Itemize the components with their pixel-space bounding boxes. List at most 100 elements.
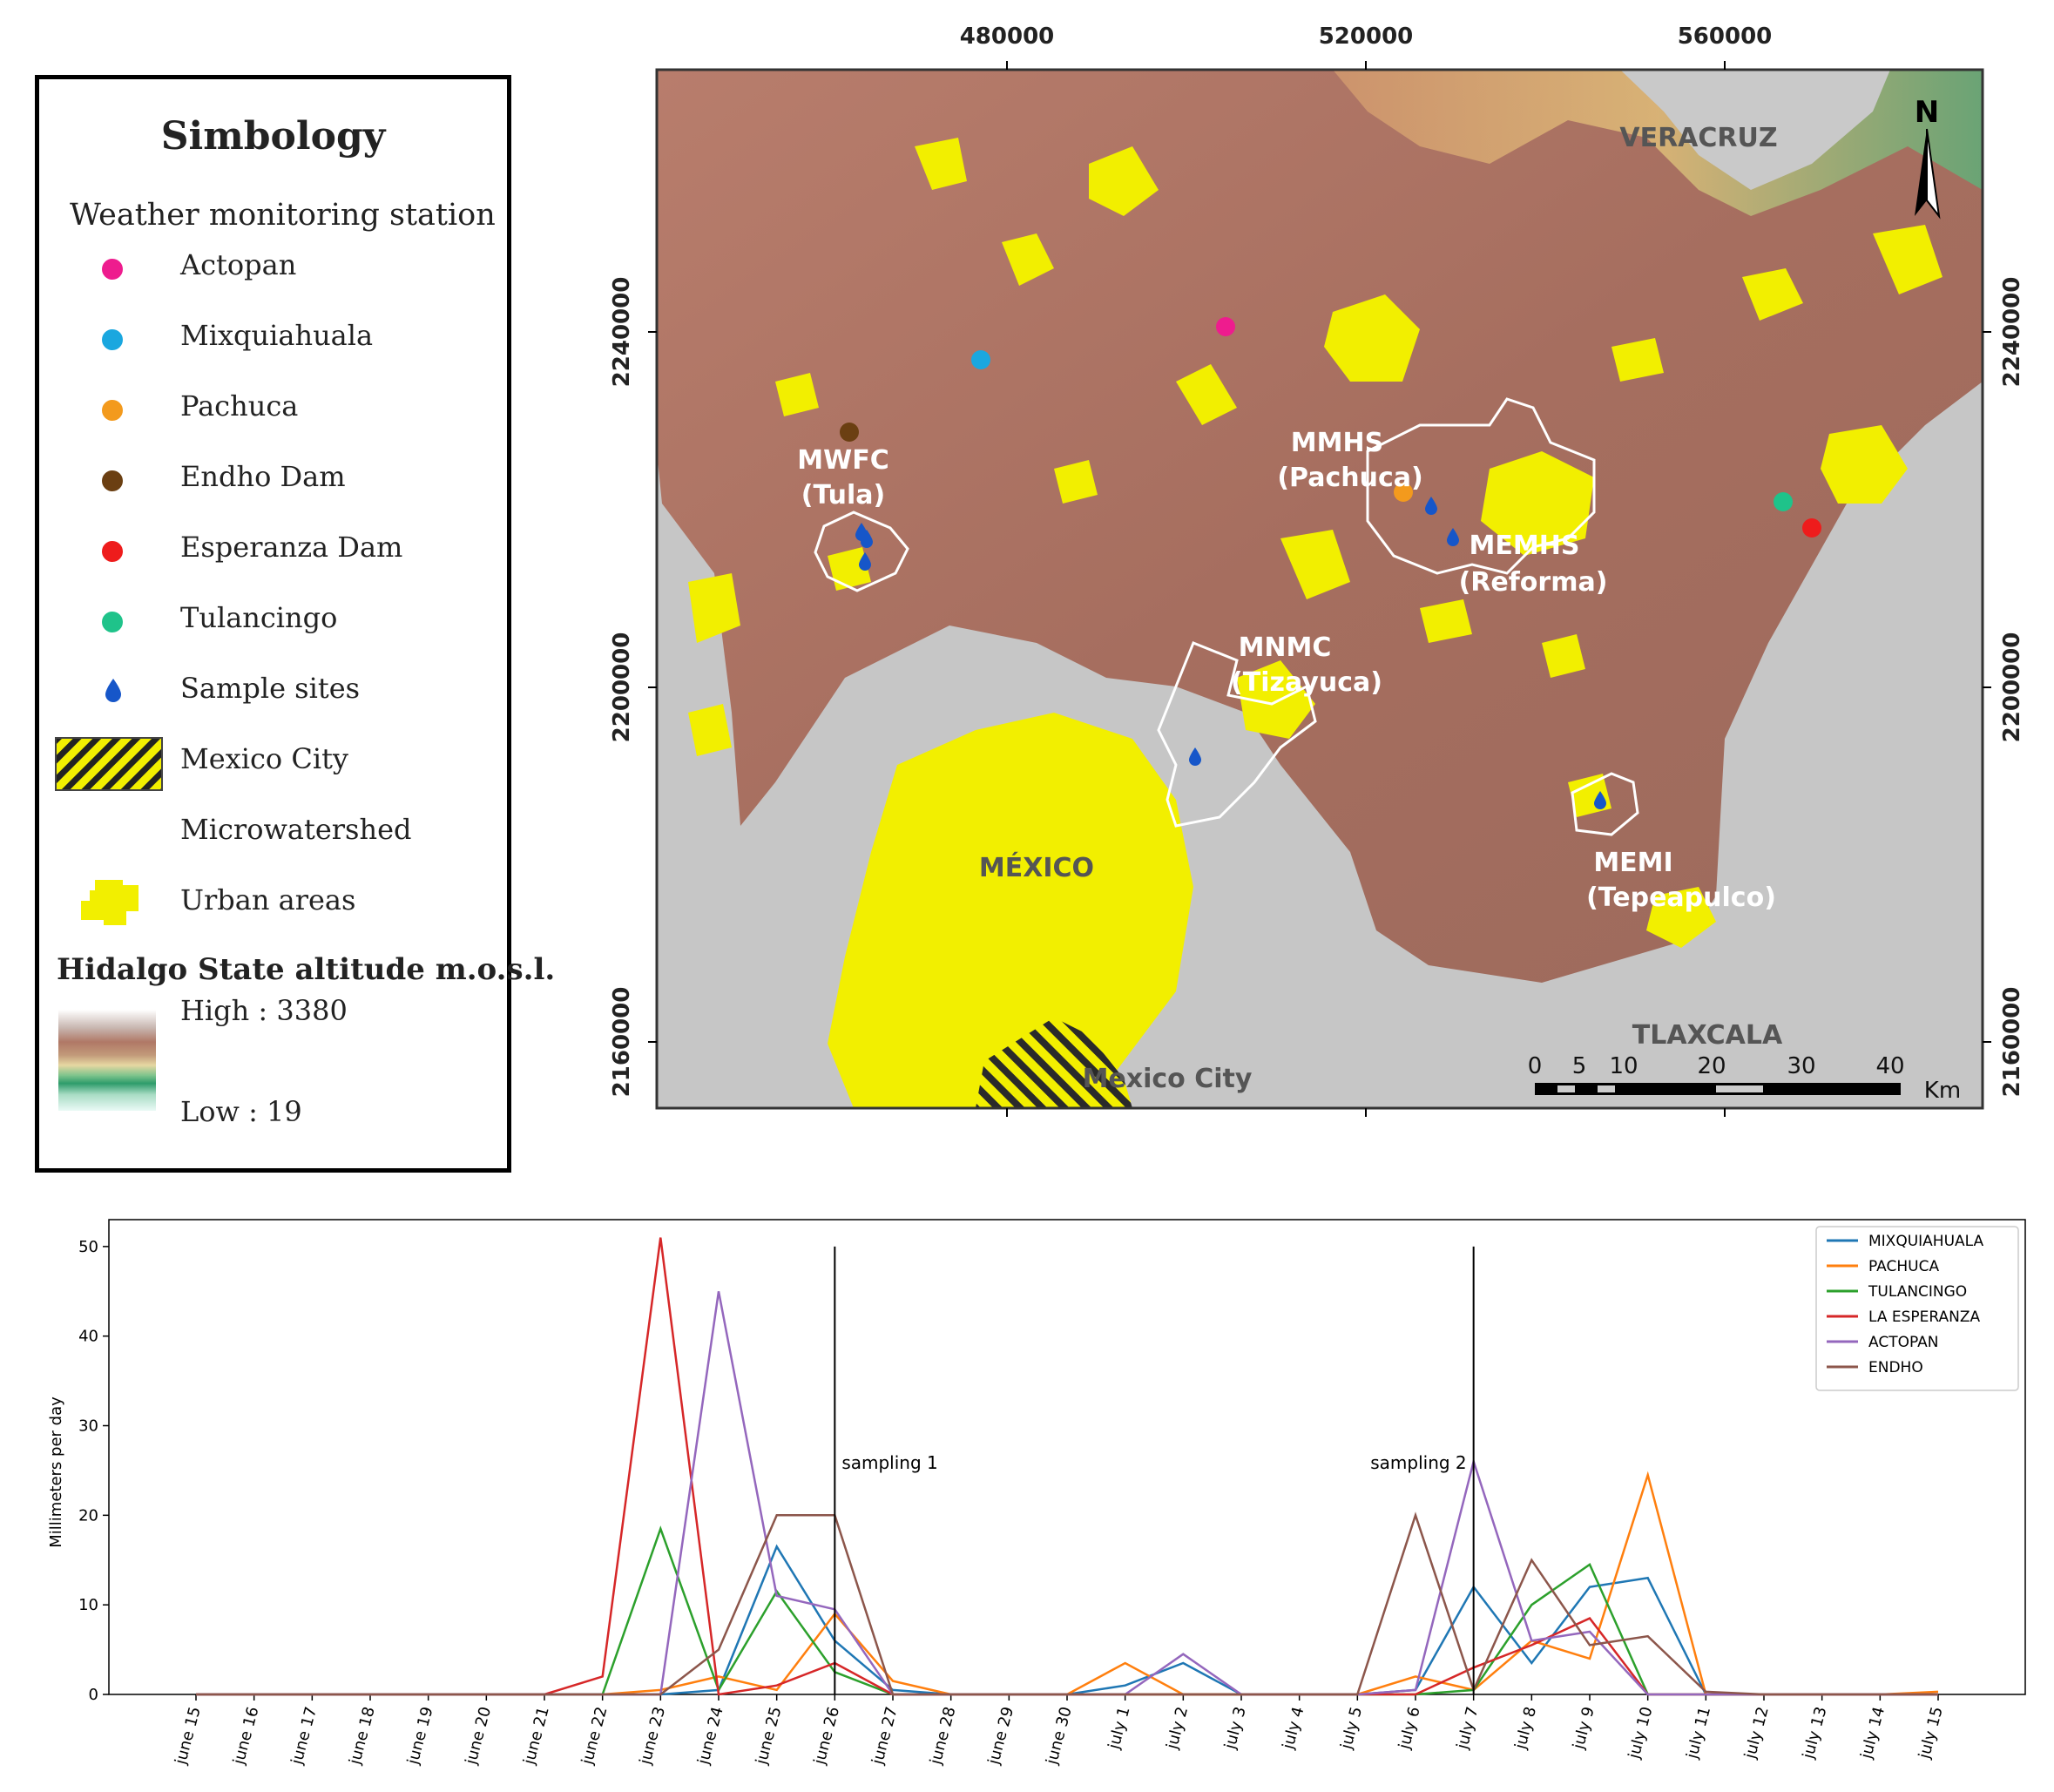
map-frame <box>655 68 1984 1110</box>
watershed-name-pachuca: (Pachuca) <box>1277 463 1422 493</box>
x-tick-label: july 13 <box>1799 1705 1830 1762</box>
legend-entry: PACHUCA <box>1868 1258 1939 1275</box>
y-tick-label: 10 <box>78 1596 98 1614</box>
hidalgo-terrain <box>657 70 1983 983</box>
series-line-endho <box>196 1511 1938 1696</box>
x-tick-label: 520000 <box>1319 24 1414 50</box>
chart-legend <box>1815 1226 2019 1391</box>
veracruz-area <box>1620 70 1890 190</box>
scale-unit: Km <box>1924 1078 1961 1104</box>
x-tick-label: july 1 <box>1105 1705 1133 1752</box>
urban-patch-icon <box>81 880 139 925</box>
watershed-name-tizayuca: (Tizayuca) <box>1231 667 1382 698</box>
precipitation-chart-svg: Millimeters per day 0 10 20 30 40 50 june 15 ju… <box>47 1219 2026 1768</box>
x-tick-label: june 30 <box>1043 1705 1076 1768</box>
legend-label: Endho Dam <box>180 460 346 493</box>
region-label-veracruz: VERACRUZ <box>1619 123 1777 153</box>
hidalgo-map: VERACRUZ MÉXICO TLAXCALA Mexico City MWF… <box>566 16 2047 1139</box>
x-tick-label: june 21 <box>520 1705 553 1768</box>
x-tick-label: july 12 <box>1741 1705 1773 1762</box>
altitude-low-label: Low : 19 <box>180 1095 302 1128</box>
circle-icon <box>102 470 123 491</box>
station-actopan <box>1216 317 1235 336</box>
north-arrow-icon: N <box>1915 95 1941 220</box>
microwatershed-tepeapulco <box>1571 772 1639 836</box>
scale-bar: 0 5 10 20 30 40 Km <box>1528 1053 1961 1104</box>
mexico-city-area <box>976 1018 1132 1108</box>
region-label-mexico: MÉXICO <box>979 852 1094 883</box>
altitude-color-ramp <box>58 1010 156 1111</box>
y-tick-label-right: 2160000 <box>1999 987 2025 1098</box>
droplet-icon <box>1425 497 1437 515</box>
scale-tick: 0 <box>1528 1053 1543 1079</box>
y-tick-label: 30 <box>78 1417 98 1436</box>
x-tick-label: june 20 <box>462 1705 495 1768</box>
x-tick-label: july 4 <box>1279 1705 1307 1752</box>
y-tick-label-left: 2160000 <box>609 987 635 1098</box>
sampling-label: sampling 1 <box>841 1452 937 1473</box>
legend-item-esperanza-dam: Esperanza Dam <box>39 527 507 579</box>
watershed-name-reforma: (Reforma) <box>1459 567 1608 598</box>
microwatershed-tizayuca <box>1157 641 1317 828</box>
legend-label: Mexico City <box>180 742 348 775</box>
legend-title: Simbology <box>160 114 386 159</box>
y-tick-label: 0 <box>89 1686 98 1704</box>
circle-icon <box>102 541 123 562</box>
circle-icon <box>102 329 123 350</box>
y-tick-label-left: 2240000 <box>609 277 635 388</box>
x-tick-label: july 14 <box>1857 1705 1888 1762</box>
circle-icon <box>102 400 123 421</box>
legend-item-tulancingo: Tulancingo <box>39 598 507 650</box>
region-label-mexico-city: Mexico City <box>1083 1064 1253 1094</box>
x-tick-label: july 11 <box>1683 1705 1714 1762</box>
watershed-name-tepeapulco: (Tepeapulco) <box>1586 882 1776 913</box>
watershed-code-mmhs: MMHS <box>1291 428 1383 458</box>
legend-label: Esperanza Dam <box>180 531 403 564</box>
legend-item-mixquiahuala: Mixquiahuala <box>39 315 507 368</box>
watershed-code-memi: MEMI <box>1593 848 1672 878</box>
station-pachuca <box>1394 483 1413 502</box>
x-tick-label: july 15 <box>1915 1705 1947 1762</box>
plot-area <box>108 1219 2026 1695</box>
circle-icon <box>102 259 123 280</box>
y-axis-label: Millimeters per day <box>47 1396 65 1548</box>
legend-label: Urban areas <box>180 883 356 916</box>
legend-label: Tulancingo <box>180 601 338 634</box>
y-tick-label-left: 2200000 <box>609 632 635 743</box>
x-tick-label: june 15 <box>172 1705 205 1768</box>
x-tick-label: july 8 <box>1511 1705 1540 1752</box>
microwatersheds <box>814 397 1639 836</box>
watershed-name-tula: (Tula) <box>801 480 885 511</box>
x-tick-label: june 19 <box>403 1705 436 1768</box>
legend-entry: TULANCINGO <box>1868 1283 1967 1301</box>
station-endho-dam <box>840 423 859 442</box>
legend-entry: LA ESPERANZA <box>1868 1308 1981 1326</box>
x-tick-label: june 29 <box>984 1705 1017 1768</box>
droplet-icon <box>1594 791 1606 809</box>
x-tick-label: july 3 <box>1221 1705 1250 1752</box>
legend-item-actopan: Actopan <box>39 245 507 297</box>
x-tick-label: july 2 <box>1163 1705 1192 1752</box>
x-tick-label: june 24 <box>694 1705 727 1768</box>
x-tick-label: june 16 <box>229 1705 262 1768</box>
y-tick-label: 50 <box>78 1238 98 1256</box>
station-tulancingo <box>1774 492 1793 511</box>
hatched-box-icon <box>55 737 163 791</box>
legend-item-urban-areas: Urban areas <box>39 880 507 932</box>
x-tick-label: july 7 <box>1453 1705 1482 1752</box>
altitude-high-label: High : 3380 <box>180 994 348 1027</box>
station-mixquiahuala <box>971 350 990 369</box>
legend-label: Actopan <box>180 248 297 281</box>
circle-icon <box>102 612 123 632</box>
legend-label: Sample sites <box>180 672 361 705</box>
x-tick-label: 560000 <box>1678 24 1773 50</box>
legend-item-sample-sites: Sample sites <box>39 668 507 720</box>
legend-item-endho-dam: Endho Dam <box>39 456 507 509</box>
legend-item-microwatershed: Microwatershed <box>39 809 507 862</box>
station-esperanza-dam <box>1802 518 1821 538</box>
map-legend: Simbology Weather monitoring station Act… <box>35 75 555 1173</box>
legend-label: Mixquiahuala <box>180 319 374 352</box>
legend-entry: MIXQUIAHUALA <box>1868 1233 1984 1250</box>
x-tick-label: july 10 <box>1625 1705 1656 1762</box>
droplet-icon <box>1189 747 1201 766</box>
